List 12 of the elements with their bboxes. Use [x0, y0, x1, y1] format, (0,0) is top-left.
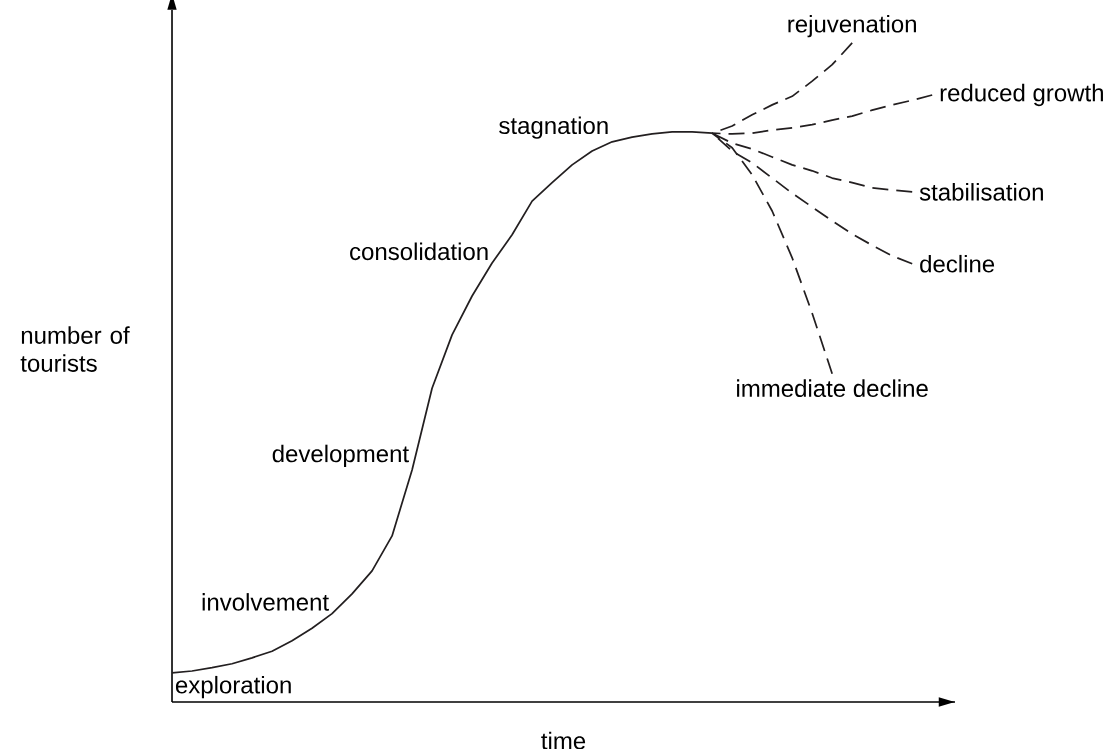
annotation: exploration	[175, 675, 291, 699]
series-label: decline	[920, 254, 995, 273]
x-axis-title: time	[541, 731, 586, 749]
series-label: rejuvenation	[788, 14, 916, 38]
series-label: stabilisation	[919, 183, 1043, 201]
annotation: development	[272, 444, 409, 468]
annotation: stagnation	[499, 116, 608, 139]
y-axis-title: number of tourists	[20, 326, 130, 372]
series-label: immediate decline	[737, 379, 928, 397]
series-label: reduced growth	[940, 83, 1103, 107]
annotation: involvement	[202, 593, 329, 611]
annotation: consolidation	[350, 242, 488, 261]
